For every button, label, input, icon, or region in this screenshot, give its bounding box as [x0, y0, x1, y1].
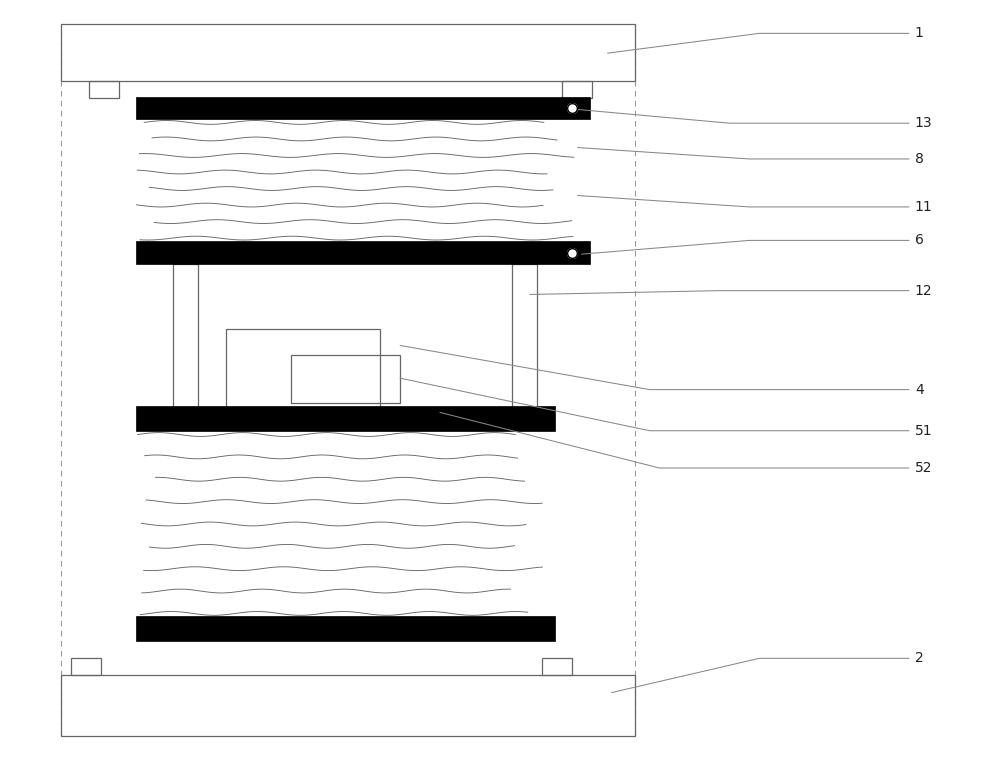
Bar	[226, 329, 380, 413]
Bar	[136, 406, 555, 432]
Text: 12: 12	[915, 283, 932, 298]
Text: 11: 11	[915, 200, 933, 214]
Bar	[61, 24, 635, 81]
Bar	[136, 96, 590, 119]
Bar	[136, 241, 590, 264]
Text: 2: 2	[915, 652, 924, 665]
Text: 52: 52	[915, 461, 932, 475]
Text: 13: 13	[915, 116, 932, 130]
Text: 51: 51	[915, 424, 932, 438]
Bar	[512, 264, 537, 413]
Bar	[136, 617, 555, 641]
Bar	[173, 264, 198, 413]
Bar	[291, 355, 400, 403]
Bar	[89, 81, 119, 98]
Bar	[542, 659, 572, 675]
Bar	[61, 675, 635, 736]
Text: 8: 8	[915, 152, 924, 166]
Text: 6: 6	[915, 234, 924, 248]
Text: 1: 1	[915, 27, 924, 40]
Text: 4: 4	[915, 383, 924, 397]
Bar	[71, 659, 101, 675]
Bar	[562, 81, 592, 98]
